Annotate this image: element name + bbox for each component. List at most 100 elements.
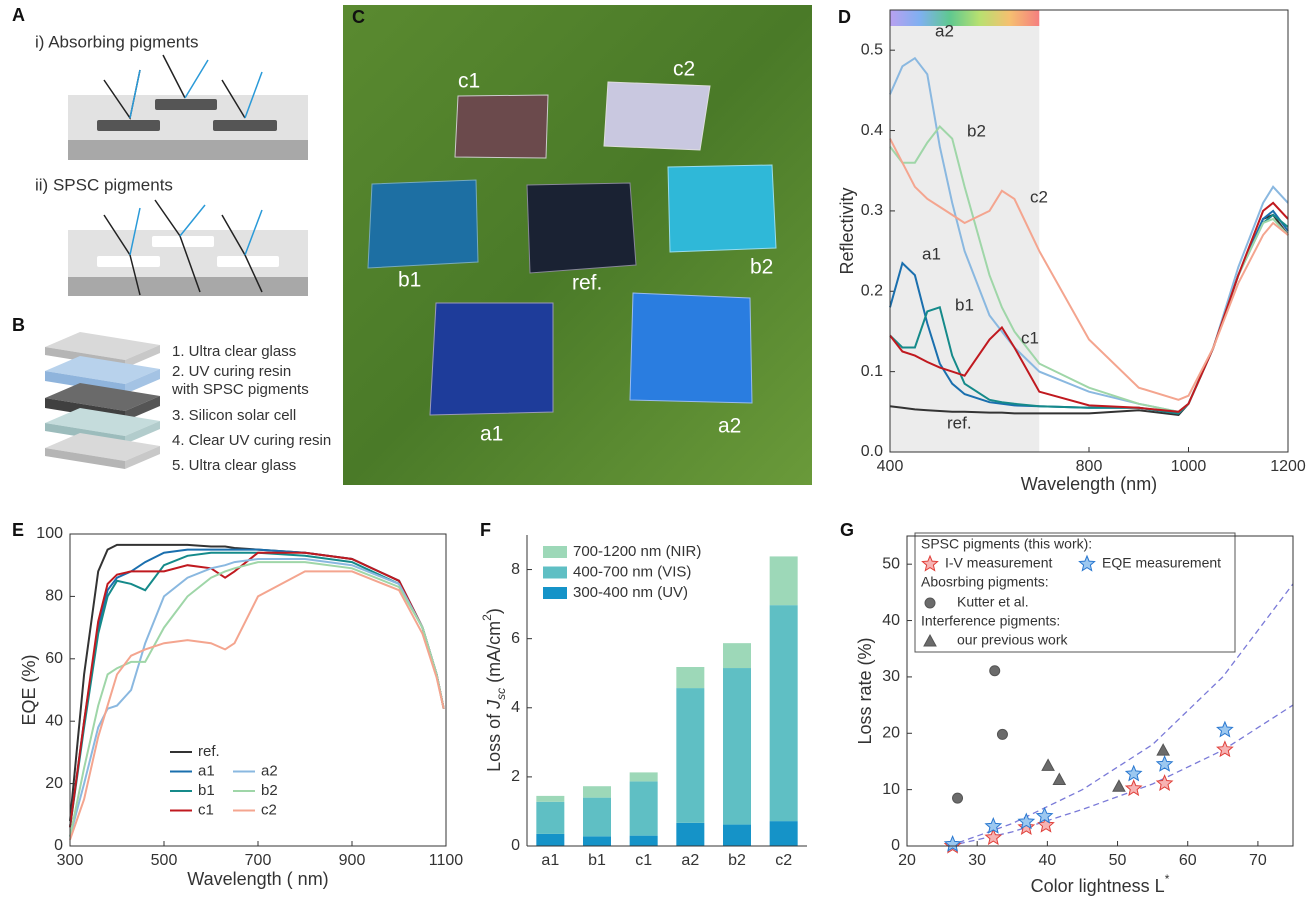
bar-segment bbox=[536, 802, 564, 834]
y-axis-title: Reflectivity bbox=[837, 187, 857, 274]
y-tick-label: 0 bbox=[511, 837, 520, 854]
heading: i) Absorbing pigments bbox=[35, 32, 198, 51]
y-tick-label: 4 bbox=[511, 699, 520, 716]
legend-label: c1 bbox=[198, 801, 214, 818]
panel-c-photo: C c1 c2 b1 ref. b2 a1 a2 bbox=[343, 5, 812, 485]
layer-label: 4. Clear UV curing resin bbox=[172, 432, 331, 449]
y-tick-label: 6 bbox=[511, 630, 520, 647]
panel-letter: A bbox=[12, 5, 25, 25]
x-axis-title: Color lightness L* bbox=[1031, 872, 1170, 896]
fit-curve bbox=[949, 705, 1293, 846]
x-tick-label: a2 bbox=[681, 852, 699, 869]
bar-segment bbox=[770, 556, 798, 605]
legend-label: Kutter et al. bbox=[957, 594, 1029, 610]
module bbox=[604, 82, 710, 150]
x-tick-label: b1 bbox=[588, 852, 606, 869]
bar-segment bbox=[723, 643, 751, 668]
circle-marker bbox=[990, 666, 1000, 676]
legend-heading: SPSC pigments (this work): bbox=[921, 536, 1092, 552]
cell-layer bbox=[68, 277, 308, 296]
module bbox=[527, 183, 636, 273]
x-tick-label: 400 bbox=[877, 458, 904, 475]
module bbox=[668, 165, 776, 252]
y-tick-label: 0.3 bbox=[861, 202, 883, 219]
y-tick-label: 20 bbox=[45, 775, 63, 792]
x-tick-label: 40 bbox=[1038, 852, 1056, 869]
y-tick-label: 0.2 bbox=[861, 282, 883, 299]
module bbox=[368, 180, 478, 268]
x-tick-label: 800 bbox=[1076, 458, 1103, 475]
y-tick-label: 100 bbox=[36, 525, 63, 542]
layer-label: with SPSC pigments bbox=[171, 381, 309, 398]
pigment bbox=[213, 120, 277, 131]
x-tick-label: 1100 bbox=[429, 852, 464, 869]
x-tick-label: 60 bbox=[1179, 852, 1197, 869]
panel-letter: G bbox=[840, 520, 854, 540]
series-line bbox=[70, 553, 444, 828]
y-tick-label: 2 bbox=[511, 768, 520, 785]
x-tick-label: 50 bbox=[1109, 852, 1127, 869]
panel-letter: F bbox=[480, 520, 491, 540]
x-tick-label: 700 bbox=[245, 852, 272, 869]
y-axis-title: Loss rate (%) bbox=[855, 637, 875, 744]
x-axis-title-part: * bbox=[1165, 872, 1170, 886]
series-line bbox=[70, 550, 444, 828]
bar-segment bbox=[536, 834, 564, 846]
star-marker bbox=[1126, 766, 1141, 780]
bar-segment bbox=[630, 781, 658, 835]
series-line bbox=[70, 571, 444, 839]
y-tick-label: 0.4 bbox=[861, 122, 883, 139]
y-tick-label: 60 bbox=[45, 650, 63, 667]
visible-range-shade bbox=[890, 10, 1039, 452]
legend-label: 700-1200 nm (NIR) bbox=[573, 543, 701, 560]
legend-label: I-V measurement bbox=[945, 555, 1052, 571]
pigment bbox=[97, 120, 160, 131]
bar-segment bbox=[583, 798, 611, 837]
x-tick-label: c2 bbox=[775, 852, 792, 869]
figure: A i) Absorbing pigments ii) SPSC pigment… bbox=[0, 0, 1312, 898]
pigment bbox=[155, 99, 217, 110]
panel-letter: B bbox=[12, 315, 25, 335]
y-tick-label: 0.5 bbox=[861, 41, 883, 58]
bar-segment bbox=[723, 668, 751, 825]
bar-segment bbox=[583, 786, 611, 797]
bar-segment bbox=[723, 825, 751, 846]
y-axis-title: Loss of Jsc (mA/cm2) bbox=[480, 608, 508, 772]
x-tick-label: 30 bbox=[968, 852, 986, 869]
layer-label: 3. Silicon solar cell bbox=[172, 407, 296, 424]
y-axis-title-part: sc bbox=[494, 688, 508, 700]
layer-stack bbox=[45, 332, 160, 469]
legend-label: EQE measurement bbox=[1102, 555, 1221, 571]
panel-letter: E bbox=[12, 520, 24, 540]
x-tick-label: 20 bbox=[898, 852, 916, 869]
bar-segment bbox=[536, 796, 564, 802]
x-tick-label: b2 bbox=[728, 852, 746, 869]
star-marker bbox=[1126, 781, 1141, 796]
y-tick-label: 80 bbox=[45, 588, 63, 605]
photo-label: b2 bbox=[750, 256, 773, 279]
y-tick-label: 8 bbox=[511, 561, 520, 578]
panel-letter: D bbox=[838, 7, 851, 27]
x-tick-label: 300 bbox=[57, 852, 84, 869]
legend-label: b2 bbox=[261, 782, 278, 799]
triangle-marker bbox=[1113, 780, 1125, 791]
x-tick-label: c1 bbox=[635, 852, 652, 869]
y-tick-label: 0.1 bbox=[861, 363, 883, 380]
legend-heading: Interference pigments: bbox=[921, 613, 1060, 629]
circle-marker bbox=[953, 793, 963, 803]
legend-heading: Abosrbing pigments: bbox=[921, 574, 1049, 590]
bar-segment bbox=[770, 605, 798, 821]
x-tick-label: 1200 bbox=[1270, 458, 1306, 475]
bar-segment bbox=[676, 688, 704, 823]
x-axis-title: Wavelength ( nm) bbox=[187, 869, 328, 889]
layer-label: 1. Ultra clear glass bbox=[172, 343, 296, 360]
bar-segment bbox=[770, 821, 798, 846]
legend-swatch bbox=[543, 567, 567, 579]
star-marker bbox=[1157, 756, 1172, 770]
triangle-marker bbox=[1042, 759, 1054, 770]
legend-label: a2 bbox=[261, 762, 278, 779]
pigment bbox=[97, 256, 160, 267]
y-tick-label: 30 bbox=[882, 668, 900, 685]
y-tick-label: 10 bbox=[882, 781, 900, 798]
photo-label: a1 bbox=[480, 423, 503, 446]
